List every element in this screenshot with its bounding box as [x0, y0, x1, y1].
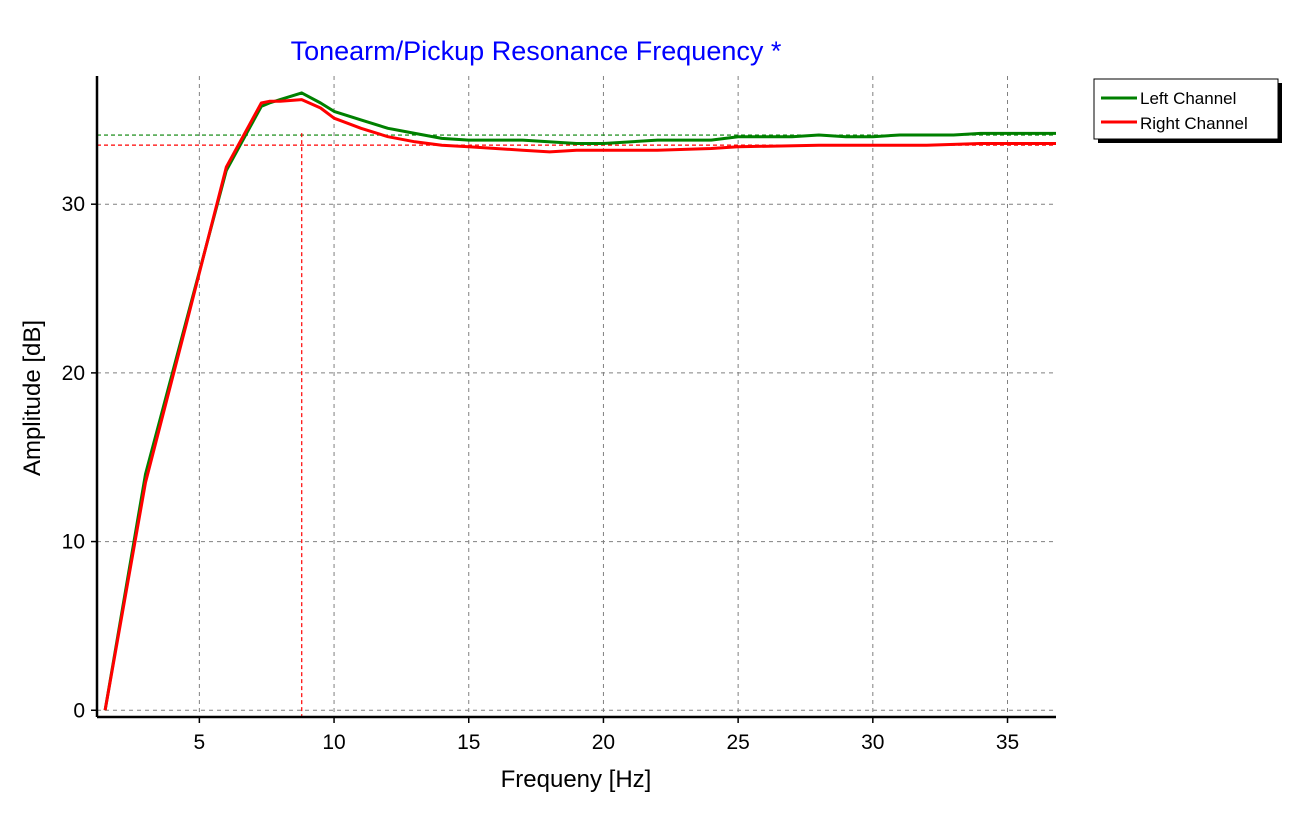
series-group — [103, 91, 1056, 711]
x-tick-label: 5 — [194, 731, 206, 754]
x-tick-label: 25 — [726, 731, 749, 754]
grid — [97, 76, 1056, 717]
x-axis-title: Frequeny [Hz] — [501, 766, 652, 793]
x-tick-label: 20 — [592, 731, 615, 754]
legend-label-right-channel: Right Channel — [1140, 114, 1248, 133]
series-line-right-channel — [103, 98, 1056, 711]
y-tick-label: 10 — [62, 531, 85, 554]
y-tick-label: 20 — [62, 362, 85, 385]
x-tick-label: 35 — [996, 731, 1019, 754]
y-tick-label: 0 — [73, 699, 85, 722]
legend-box — [1093, 78, 1279, 140]
series-line-left-channel — [103, 91, 1056, 711]
y-axis-title: Amplitude [dB] — [19, 320, 46, 476]
legend-label-left-channel: Left Channel — [1140, 89, 1236, 108]
chart-title: Tonearm/Pickup Resonance Frequency * — [291, 36, 782, 66]
tick-labels: 5 10 15 20 25 30 35 0 10 20 30 — [62, 193, 1020, 754]
legend: Left Channel Right Channel — [1093, 78, 1282, 143]
x-tick-label: 30 — [861, 731, 884, 754]
marker-lines — [97, 133, 1056, 717]
x-tick-label: 10 — [322, 731, 345, 754]
x-tick-label: 15 — [457, 731, 480, 754]
y-tick-label: 30 — [62, 193, 85, 216]
axes — [95, 76, 1056, 719]
